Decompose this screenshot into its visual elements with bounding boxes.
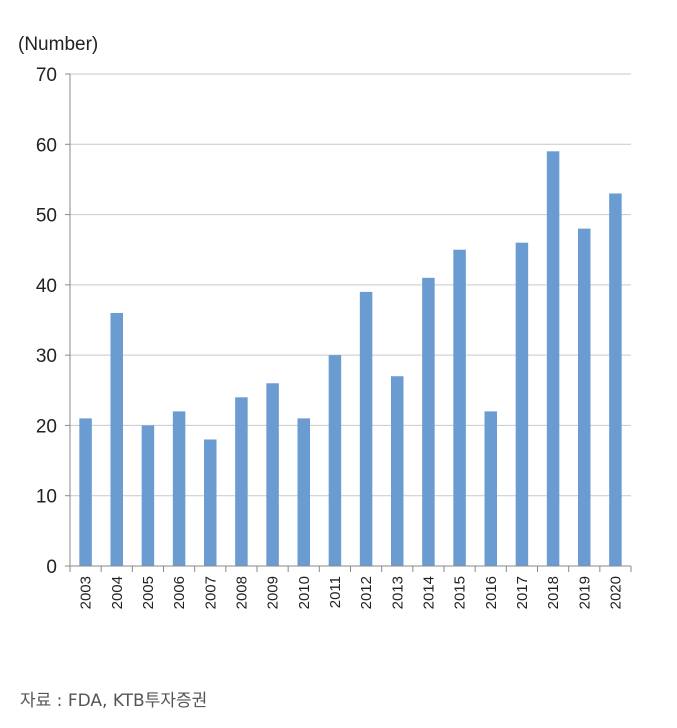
gridlines bbox=[70, 73, 631, 497]
bar-2003 bbox=[79, 418, 92, 566]
y-tick-label-20: 20 bbox=[36, 416, 57, 437]
bar-2012 bbox=[359, 291, 373, 566]
source-note: 자료 : FDA, KTB투자증권 bbox=[20, 691, 208, 711]
bar-2004 bbox=[110, 312, 123, 566]
bar-2009 bbox=[266, 383, 279, 566]
x-tick-label-2003: 2003 bbox=[78, 576, 95, 609]
x-tick-label-2017: 2017 bbox=[514, 576, 531, 609]
x-tick-label-2008: 2008 bbox=[233, 576, 250, 609]
bar-2007 bbox=[204, 439, 217, 566]
x-tick-label-2018: 2018 bbox=[545, 576, 562, 609]
bar-2013 bbox=[391, 376, 404, 566]
x-tick-label-2006: 2006 bbox=[171, 576, 188, 609]
y-tick-label-60: 60 bbox=[36, 135, 57, 156]
bar-2011 bbox=[328, 355, 342, 566]
bar-2014 bbox=[422, 277, 435, 566]
x-tick-label-2016: 2016 bbox=[483, 576, 500, 609]
x-tick-label-2014: 2014 bbox=[420, 576, 437, 609]
x-tick-labels: 2003 2004 2005 2006 2007 2008 2009 2010 2011 2012… bbox=[78, 576, 625, 609]
y-tick-label-10: 10 bbox=[36, 487, 57, 508]
bars bbox=[79, 151, 622, 567]
bar-2008 bbox=[235, 397, 248, 566]
x-tick-label-2020: 2020 bbox=[607, 576, 624, 609]
bar-2016 bbox=[484, 411, 497, 566]
x-tick-label-2007: 2007 bbox=[202, 576, 219, 609]
x-tick-label-2015: 2015 bbox=[452, 576, 469, 609]
x-tick-label-2010: 2010 bbox=[296, 576, 313, 609]
bar-2006 bbox=[172, 411, 186, 566]
bar-2005 bbox=[141, 425, 155, 566]
x-tick-label-2004: 2004 bbox=[109, 576, 126, 609]
y-tick-label-40: 40 bbox=[36, 276, 57, 297]
axes bbox=[65, 73, 632, 572]
y-axis-unit-label: (Number) bbox=[18, 34, 98, 55]
x-tick-label-2011: 2011 bbox=[327, 576, 344, 608]
y-tick-labels: 0 10 20 30 40 50 60 70 bbox=[36, 65, 57, 578]
x-tick-label-2019: 2019 bbox=[576, 576, 593, 609]
bar-2019 bbox=[578, 228, 591, 566]
bar-2017 bbox=[515, 242, 529, 566]
bar-2010 bbox=[297, 418, 310, 566]
y-tick-label-50: 50 bbox=[36, 206, 57, 227]
bar-2018 bbox=[546, 151, 560, 567]
x-tick-label-2009: 2009 bbox=[265, 576, 282, 609]
y-tick-label-0: 0 bbox=[46, 557, 57, 578]
x-tick-label-2005: 2005 bbox=[140, 576, 157, 609]
bar-2015 bbox=[453, 249, 466, 566]
y-tick-label-30: 30 bbox=[36, 346, 57, 367]
bar-2020 bbox=[609, 193, 622, 566]
x-tick-label-2013: 2013 bbox=[389, 576, 406, 609]
x-tick-label-2012: 2012 bbox=[358, 576, 375, 609]
y-tick-label-70: 70 bbox=[36, 65, 57, 86]
